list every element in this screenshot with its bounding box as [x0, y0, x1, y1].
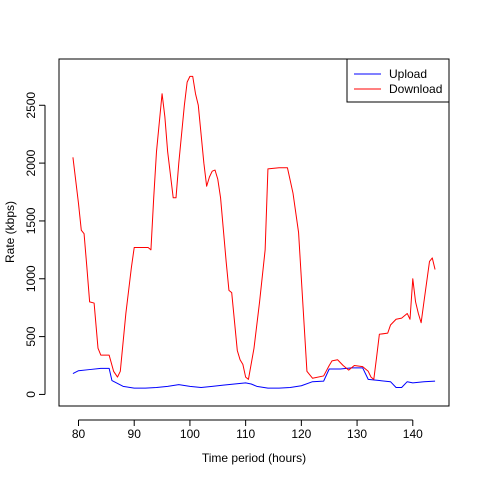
legend-label-download: Download	[389, 82, 442, 96]
y-tick-label: 1000	[24, 265, 38, 292]
plot-frame	[58, 58, 450, 407]
y-axis: 0 500 1000 1500 2000 2500	[24, 92, 46, 398]
series-line-download	[72, 75, 436, 380]
x-tick-label: 90	[128, 427, 142, 441]
y-tick-label: 2500	[24, 92, 38, 119]
x-tick-label: 140	[403, 427, 423, 441]
y-tick-label: 2000	[24, 149, 38, 176]
y-tick-label: 1500	[24, 207, 38, 234]
legend-label-upload: Upload	[389, 67, 427, 81]
x-tick-label: 110	[236, 427, 255, 441]
x-tick-label: 120	[291, 427, 311, 441]
y-axis-label: Rate (kbps)	[3, 201, 17, 263]
x-tick-label: 130	[347, 427, 367, 441]
x-tick-label: 100	[180, 427, 200, 441]
x-axis-label: Time period (hours)	[202, 451, 306, 465]
series-layer	[72, 75, 436, 389]
legend-box	[346, 58, 450, 103]
y-tick-label: 0	[24, 391, 38, 398]
x-tick-label: 80	[72, 427, 86, 441]
y-tick-label: 500	[24, 326, 38, 346]
legend: Upload Download	[346, 58, 450, 103]
x-axis: 80 90 100 110 120 130 140	[72, 419, 423, 441]
series-line-upload	[72, 367, 436, 389]
